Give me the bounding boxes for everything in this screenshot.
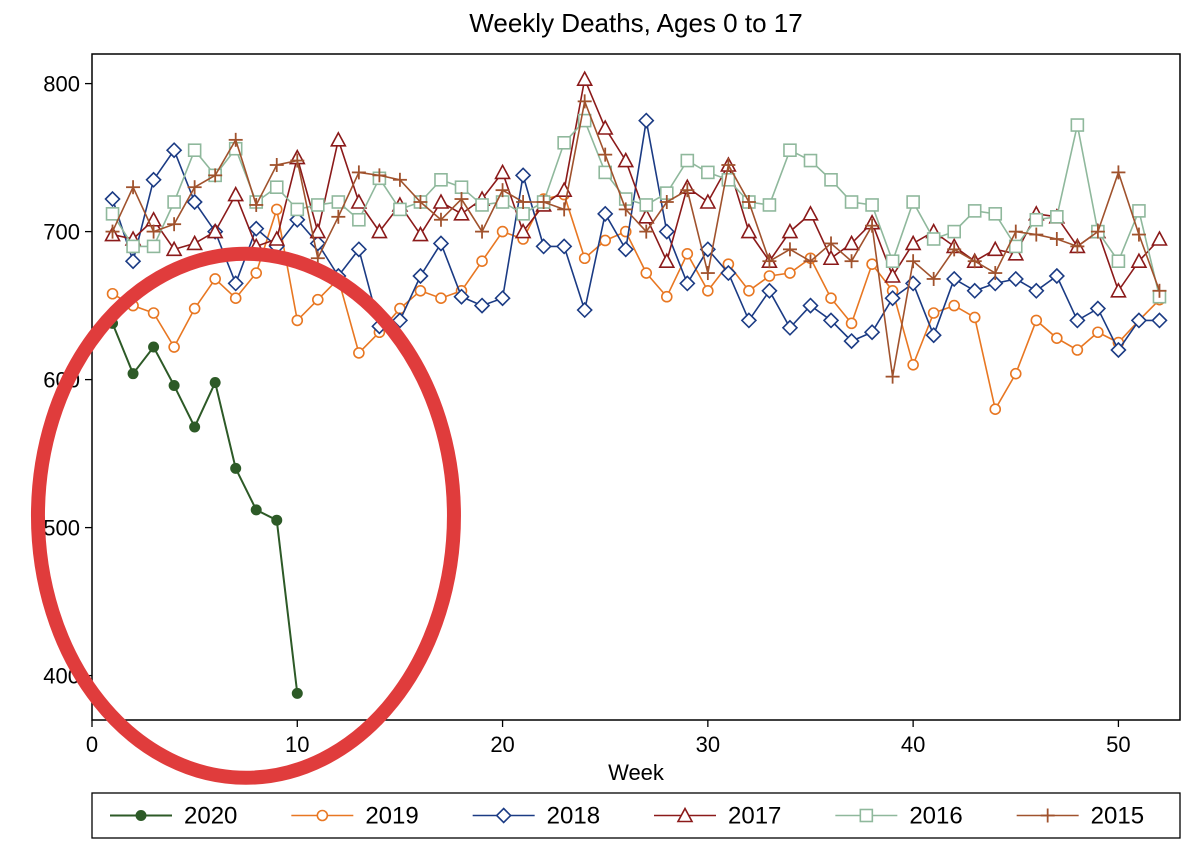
legend-label: 2017: [728, 803, 781, 830]
y-tick-label: 800: [43, 72, 80, 97]
legend-label: 2015: [1091, 803, 1144, 830]
legend-label: 2016: [909, 803, 962, 830]
chart-title: Weekly Deaths, Ages 0 to 17: [469, 8, 802, 38]
legend-label: 2018: [547, 803, 600, 830]
x-tick-label: 50: [1106, 732, 1130, 757]
x-tick-label: 30: [696, 732, 720, 757]
legend-label: 2019: [365, 803, 418, 830]
x-tick-label: 10: [285, 732, 309, 757]
chart-svg: Weekly Deaths, Ages 0 to 174005006007008…: [0, 0, 1200, 849]
x-tick-label: 40: [901, 732, 925, 757]
y-tick-label: 700: [43, 220, 80, 245]
x-tick-label: 20: [490, 732, 514, 757]
chart-container: Weekly Deaths, Ages 0 to 174005006007008…: [0, 0, 1200, 849]
x-axis-label: Week: [608, 760, 665, 785]
y-tick-label: 500: [43, 516, 80, 541]
x-tick-label: 0: [86, 732, 98, 757]
legend-label: 2020: [184, 803, 237, 830]
